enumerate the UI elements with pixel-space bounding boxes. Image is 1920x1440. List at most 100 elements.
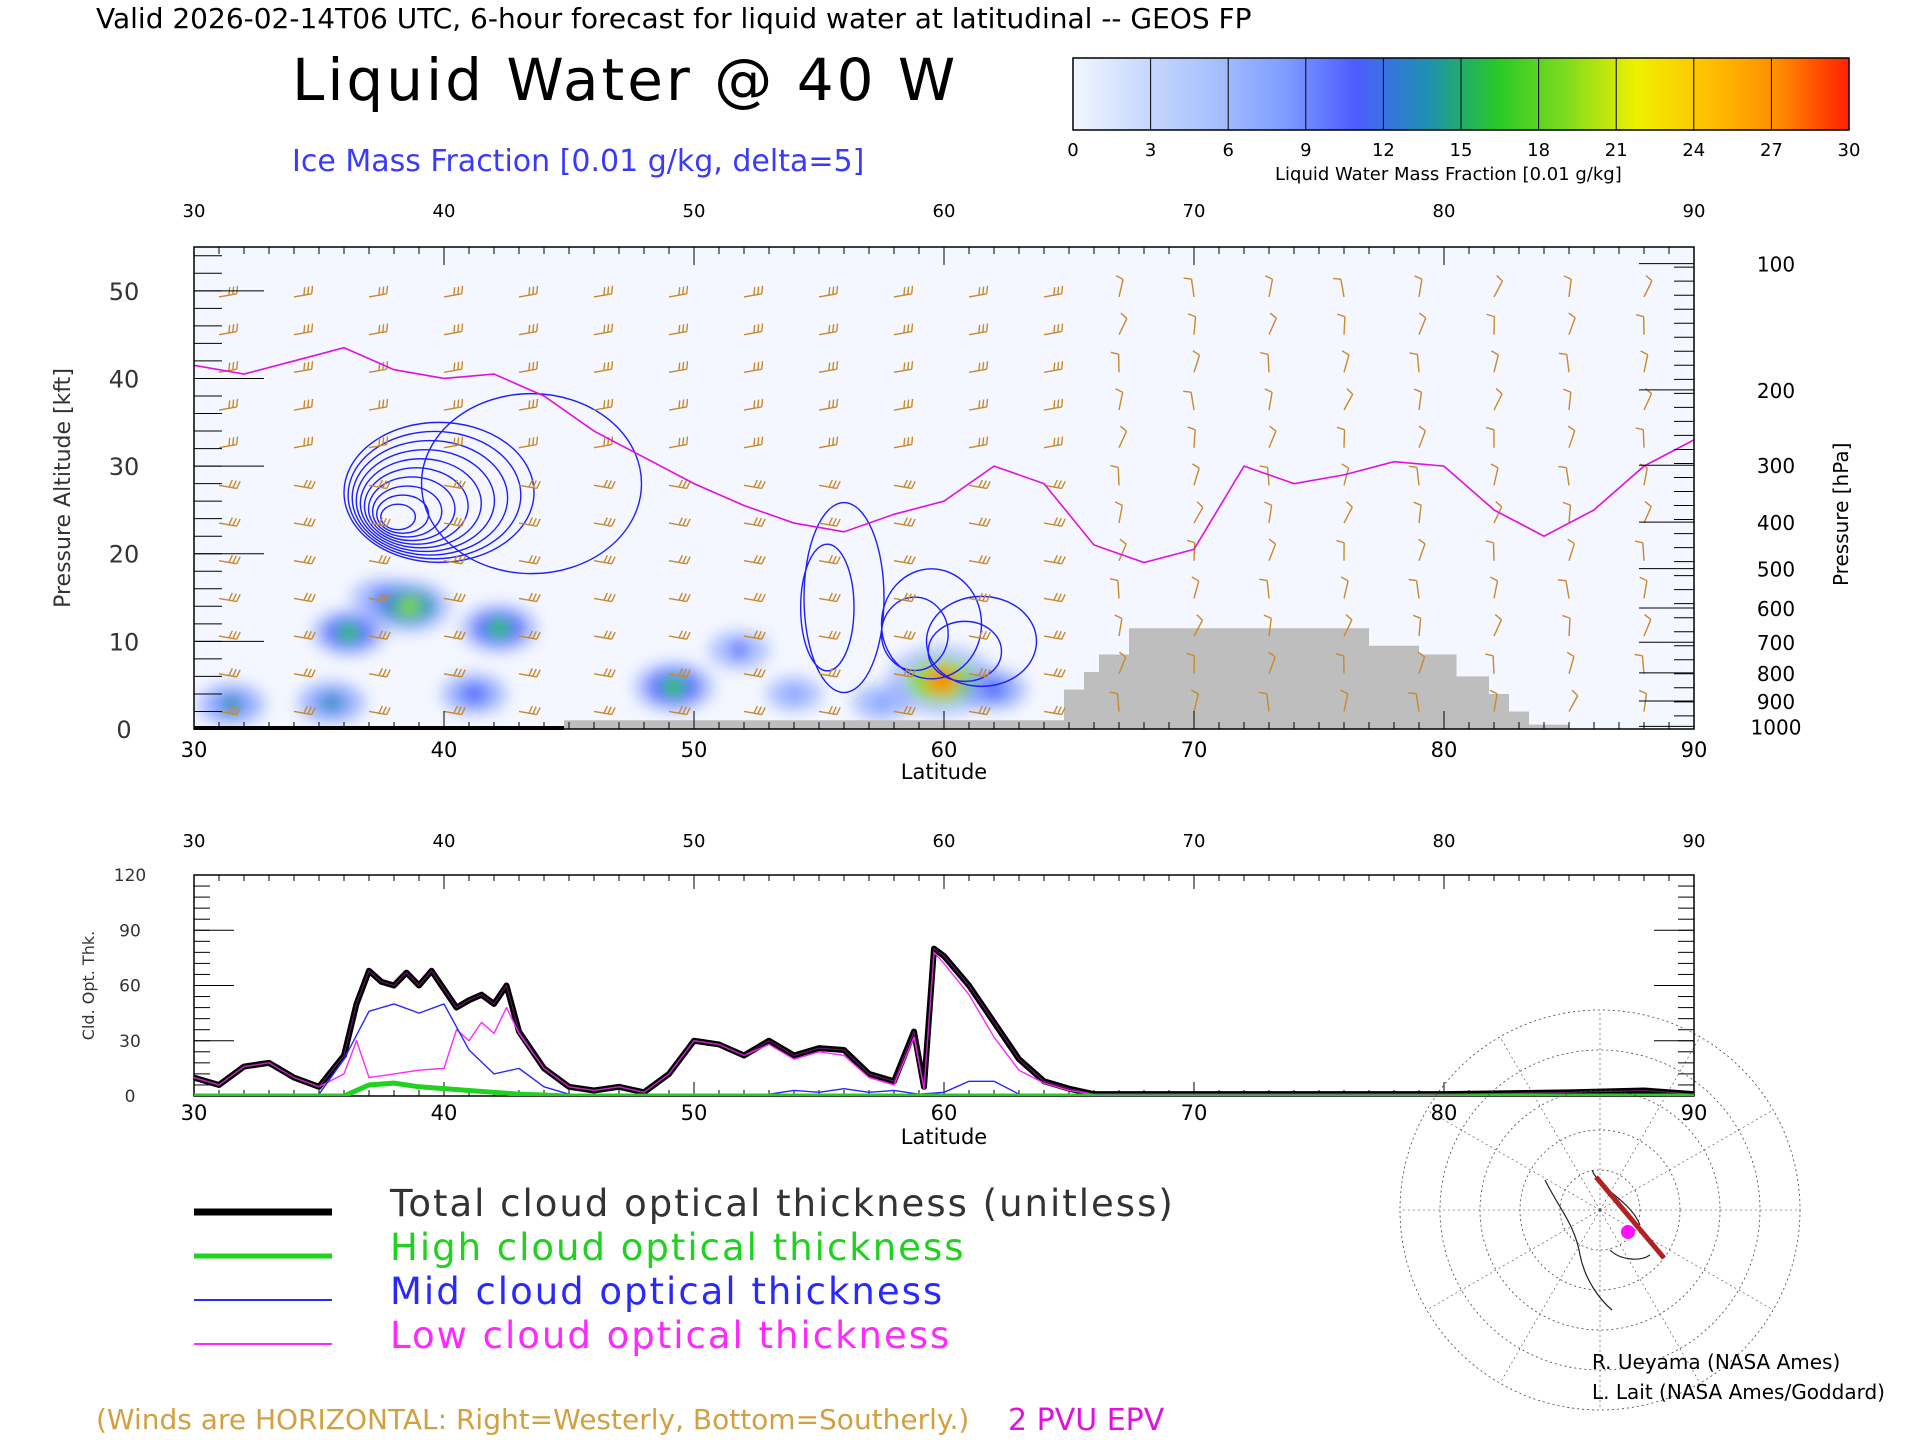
inset-map-transect: [1594, 1175, 1666, 1260]
wind-barb: [218, 398, 239, 411]
wind-barb: [218, 630, 241, 640]
wind-barb: [1563, 388, 1572, 411]
wind-barb: [1493, 501, 1503, 524]
colorbar-tick-label: 24: [1682, 140, 1706, 161]
wind-barb: [443, 554, 466, 565]
wind-barb: [1193, 501, 1204, 524]
wind-barb: [1485, 540, 1495, 561]
y-tick-label: 0: [125, 1087, 136, 1107]
wind-barb: [1110, 464, 1120, 486]
wind-barb: [818, 436, 839, 449]
ice-contour: [799, 543, 855, 672]
legend-item-label: Total cloud optical thickness (unitless): [390, 1182, 1175, 1225]
wind-barb: [1115, 274, 1124, 298]
wind-barb: [1639, 576, 1648, 599]
wind-barb: [1263, 614, 1272, 637]
wind-barb: [1638, 689, 1648, 712]
wind-barb: [1343, 501, 1353, 524]
wind-barb: [443, 285, 464, 298]
wind-barb: [1258, 691, 1270, 712]
colorbar-label: Liquid Water Mass Fraction [0.01 g/kg]: [1275, 164, 1622, 185]
wind-barb: [893, 436, 914, 449]
wind-barb: [1335, 653, 1345, 674]
x-tick-label: 80: [1431, 738, 1458, 762]
wind-barb: [668, 705, 691, 716]
wind-barb: [368, 479, 391, 490]
wind-barb: [893, 668, 916, 678]
pressure-tick-label: 700: [1757, 631, 1795, 655]
wind-barb: [1408, 578, 1420, 599]
wind-barb: [1413, 501, 1422, 524]
wind-barb: [668, 554, 691, 565]
wind-barb: [443, 436, 464, 449]
wind-barb: [368, 592, 391, 603]
x-tick-label: 50: [681, 738, 708, 762]
pressure-tick-label: 900: [1757, 690, 1795, 714]
wind-barb: [1643, 274, 1653, 298]
wind-barb: [1568, 689, 1579, 712]
legend-item-label: High cloud optical thickness: [390, 1226, 966, 1269]
wind-barb: [1043, 398, 1064, 411]
wind-barb: [368, 361, 389, 374]
inset-map: [1399, 1009, 1801, 1411]
wind-barb: [1566, 651, 1575, 674]
wind-barb: [1337, 313, 1346, 335]
wind-barb: [893, 398, 914, 411]
ice-contour: [351, 439, 509, 556]
wind-barb: [968, 630, 991, 640]
colorbar-tick-label: 15: [1449, 140, 1473, 161]
wind-barb: [218, 668, 241, 678]
wind-barb: [968, 705, 991, 716]
wind-barb: [668, 668, 691, 678]
liquid-water-core: [926, 667, 957, 694]
wind-barb: [893, 517, 916, 527]
wind-barb: [893, 285, 914, 298]
wind-barb: [1413, 388, 1423, 411]
wind-barb: [1183, 390, 1195, 411]
pressure-tick-label: 600: [1757, 597, 1795, 621]
wind-barb: [1562, 501, 1572, 524]
wind-barb: [518, 554, 541, 565]
wind-barb: [1635, 313, 1645, 335]
wind-barb: [668, 285, 689, 298]
inset-map-coastline: [1544, 1169, 1651, 1311]
liquid-water-core: [464, 685, 484, 703]
y-axis-label: Pressure Altitude [kft]: [51, 368, 76, 608]
wind-barb: [668, 479, 691, 490]
wind-barb: [968, 361, 989, 374]
wind-barb: [743, 517, 766, 527]
x-tick-label-top: 80: [1433, 201, 1456, 222]
x-tick-label: 40: [431, 1101, 458, 1125]
wind-barb: [893, 479, 916, 490]
wind-barb: [893, 705, 916, 716]
wind-barb: [1417, 651, 1426, 675]
wind-barb: [743, 323, 764, 336]
wind-barb: [593, 479, 616, 490]
x-tick-label-top: 50: [683, 201, 706, 222]
ice-contour: [359, 458, 482, 549]
wind-barb: [1118, 651, 1127, 675]
wind-barb: [1110, 351, 1120, 373]
wind-barb: [518, 668, 541, 678]
wind-barb: [1118, 538, 1127, 562]
wind-barb: [1340, 689, 1349, 712]
ice-contour: [367, 476, 456, 542]
legend-item-label: Low cloud optical thickness: [390, 1314, 952, 1357]
wind-barb: [668, 361, 689, 374]
wind-barb: [743, 668, 766, 678]
wind-barb: [443, 361, 464, 374]
wind-barb: [968, 436, 989, 449]
wind-barb: [1643, 500, 1652, 524]
x-tick-label: 60: [931, 1101, 958, 1125]
y-tick-label: 50: [109, 278, 140, 306]
wind-barb: [1332, 277, 1345, 298]
x-tick-label: 90: [1681, 738, 1708, 762]
ice-contour: [803, 501, 885, 694]
colorbar: [1072, 57, 1850, 131]
wind-barb: [368, 323, 389, 336]
terrain: [194, 628, 1569, 729]
colorbar-tick-label: 27: [1759, 140, 1783, 161]
wind-barb: [1118, 312, 1128, 335]
wind-barb: [518, 479, 541, 490]
